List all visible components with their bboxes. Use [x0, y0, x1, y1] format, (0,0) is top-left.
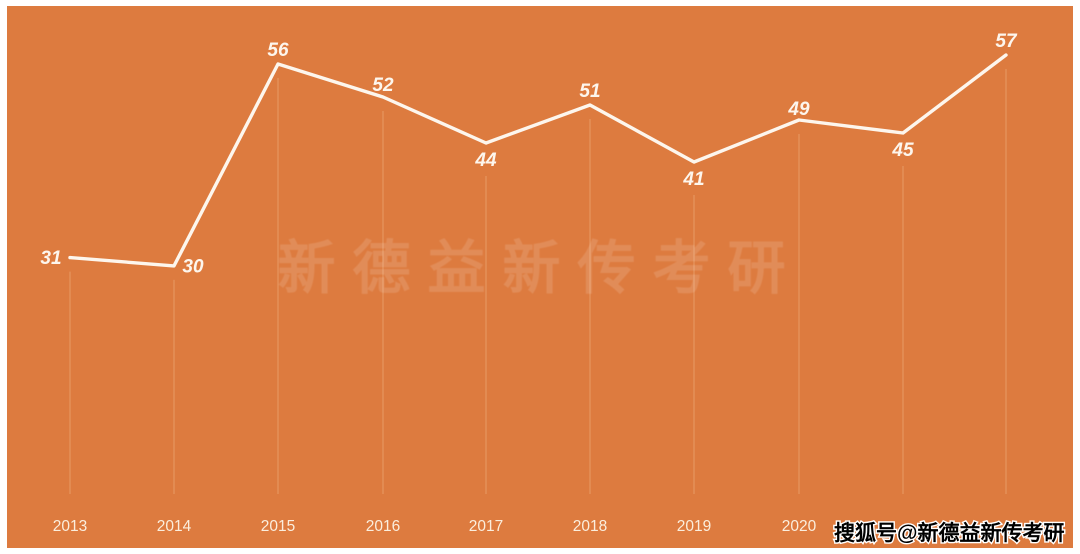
svg-text:52: 52: [372, 75, 394, 96]
svg-text:44: 44: [474, 150, 497, 171]
svg-text:2018: 2018: [573, 518, 607, 535]
svg-text:2019: 2019: [677, 518, 711, 535]
svg-text:57: 57: [995, 31, 1018, 52]
svg-text:2015: 2015: [261, 518, 295, 535]
svg-text:2017: 2017: [469, 518, 503, 535]
svg-text:30: 30: [182, 257, 204, 278]
svg-text:新德益新传考研: 新德益新传考研: [277, 236, 802, 301]
svg-text:51: 51: [579, 81, 600, 102]
svg-text:49: 49: [787, 99, 810, 120]
svg-text:56: 56: [267, 40, 289, 61]
svg-text:2013: 2013: [53, 518, 87, 535]
svg-text:31: 31: [40, 248, 61, 269]
svg-text:2020: 2020: [782, 518, 817, 535]
svg-text:41: 41: [682, 169, 704, 190]
svg-text:2016: 2016: [366, 518, 400, 535]
svg-text:2014: 2014: [157, 518, 192, 535]
svg-text:搜狐号@新德益新传考研: 搜狐号@新德益新传考研: [834, 521, 1064, 545]
svg-text:45: 45: [891, 140, 914, 161]
